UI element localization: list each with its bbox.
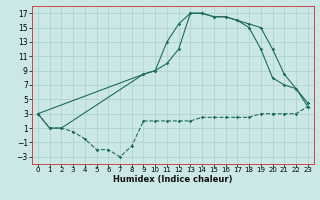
X-axis label: Humidex (Indice chaleur): Humidex (Indice chaleur) [113,175,233,184]
